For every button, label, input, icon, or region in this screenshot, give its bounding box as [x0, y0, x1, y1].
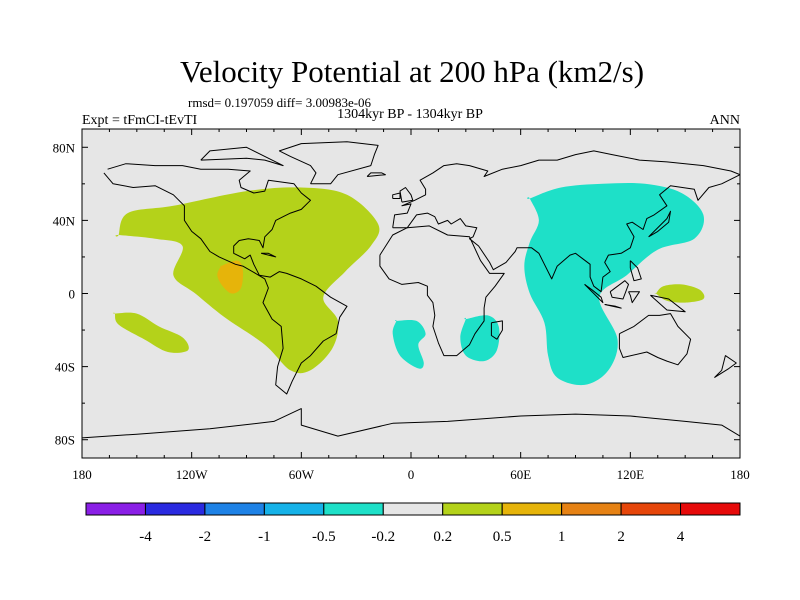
stats-line: rmsd= 0.197059 diff= 3.00983e-06	[188, 95, 372, 110]
colorbar-box	[382, 502, 444, 516]
x-tick-label: 120E	[617, 467, 645, 482]
x-tick-label: 60E	[510, 467, 531, 482]
chart-title: Velocity Potential at 200 hPa (km2/s)	[180, 54, 644, 89]
coastline-8	[584, 283, 604, 304]
coastline-6	[490, 320, 503, 340]
contour-fill-layer	[113, 182, 705, 386]
y-tick-label: 40S	[55, 360, 75, 375]
x-tick-label: 0	[408, 467, 415, 482]
colorbar-label: -4	[139, 529, 152, 545]
colorbar-box	[442, 502, 503, 516]
colorbar-box	[323, 502, 384, 516]
colorbar-box	[620, 502, 682, 516]
x-tick-label: 120W	[176, 467, 209, 482]
colorbar-label: -0.2	[371, 529, 395, 545]
colorbar-box	[561, 502, 622, 516]
region-south-pacific-positive	[113, 312, 189, 353]
y-tick-label: 80S	[55, 433, 75, 448]
region-central-america-positive	[217, 260, 244, 294]
colorbar-label: 1	[558, 529, 566, 545]
coastline-16	[392, 192, 401, 199]
coastline-3	[392, 150, 740, 228]
colorbar-box	[85, 502, 146, 516]
region-asia-indian-negative	[524, 182, 705, 386]
region-east-africa-negative	[460, 315, 500, 362]
y-tick-label: 40N	[53, 213, 76, 228]
coastline-11	[628, 291, 640, 304]
colorbar-label: 2	[617, 529, 625, 545]
center-label: 1304kyr BP - 1304kyr BP	[337, 107, 483, 122]
region-west-africa-negative	[392, 319, 426, 369]
left-label: Expt = tFmCI-tEvTI	[82, 113, 198, 128]
colorbar-label: 0.2	[433, 529, 452, 545]
x-tick-label: 180	[730, 467, 750, 482]
colorbar-label: 0.5	[493, 529, 512, 545]
x-tick-label: 60W	[289, 467, 315, 482]
coastline-14	[648, 210, 671, 238]
plot-background	[82, 129, 740, 458]
colorbar-label: -0.5	[312, 529, 336, 545]
colorbar-box	[204, 502, 265, 516]
coastline-layer	[82, 141, 740, 439]
coastline-5	[379, 225, 505, 357]
axis-ticks: 180 120W 60W 0 60E 120E 180 80N 40N 0 40S 80S	[53, 129, 750, 482]
coastline-0	[103, 163, 348, 395]
coastline-9	[604, 304, 622, 309]
coastline-7	[618, 313, 692, 366]
coastline-4	[392, 174, 740, 293]
x-tick-label: 180	[72, 467, 92, 482]
colorbar-box	[263, 502, 325, 516]
coastline-12	[650, 294, 686, 313]
colorbar: -4 -2 -1 -0.5 -0.2 0.2 0.5 1 2 4	[85, 502, 741, 545]
coastline-1	[278, 141, 379, 185]
coastline-19	[200, 146, 284, 167]
region-americas-positive	[115, 187, 380, 374]
coastline-20	[82, 408, 740, 439]
coastline-13	[629, 260, 642, 282]
right-label: ANN	[710, 113, 740, 128]
colorbar-box	[144, 502, 206, 516]
region-west-pacific-positive	[654, 284, 705, 303]
coastline-10	[609, 280, 629, 300]
y-tick-label: 0	[69, 287, 76, 302]
colorbar-label: -2	[199, 529, 212, 545]
coastline-17	[714, 355, 737, 379]
coastline-2	[366, 172, 386, 177]
colorbar-box	[501, 502, 563, 516]
colorbar-box	[680, 502, 741, 516]
colorbar-label: -1	[258, 529, 271, 545]
coastline-18	[260, 252, 277, 258]
colorbar-label: 4	[677, 529, 685, 545]
y-tick-label: 80N	[53, 140, 76, 155]
